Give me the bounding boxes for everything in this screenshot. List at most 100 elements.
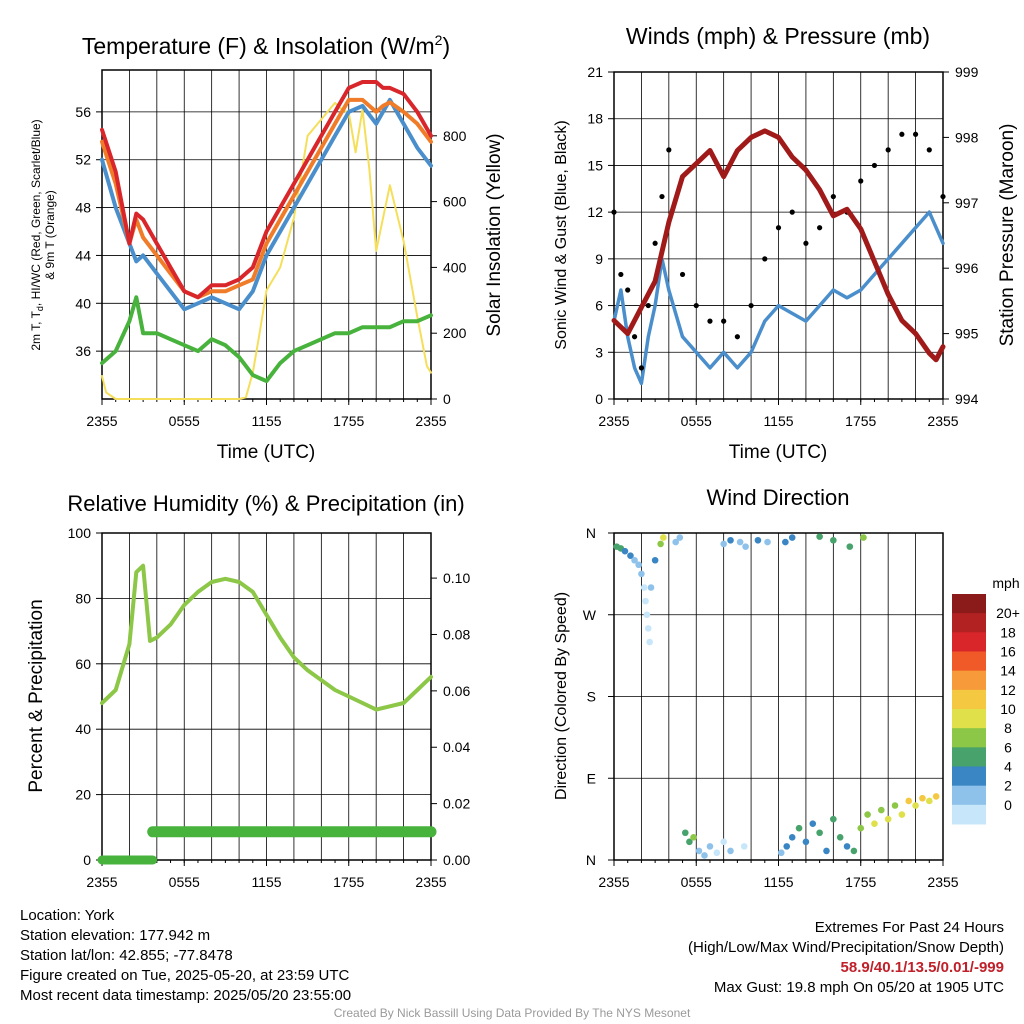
humidity-ytick-label: 60 (75, 656, 91, 672)
humidity-xtick-label: 1755 (333, 874, 364, 890)
precip-ytick-label: 0.10 (443, 570, 470, 586)
precip-ytick-label: 0.04 (443, 739, 470, 755)
temperature-series-hiwc (100, 97, 433, 312)
wind-direction-point (850, 847, 858, 855)
wind-direction-point (932, 793, 940, 800)
gust-point (611, 209, 617, 215)
wind-direction-point (644, 625, 652, 632)
legend-swatch (952, 670, 986, 691)
gust-point (830, 193, 836, 200)
temperature-panel-title: Temperature (F) & Insolation (W/m2) (82, 32, 450, 59)
winds-ytick-label: 3 (595, 344, 603, 360)
wind-direction-point (720, 838, 727, 846)
winds-ytick-label: 18 (587, 111, 603, 127)
humidity-panel-title: Relative Humidity (%) & Precipitation (i… (67, 491, 464, 516)
wind-direction-point (727, 536, 734, 544)
wind-direction-point (651, 556, 659, 564)
wind-direction-point (836, 833, 844, 841)
wind-direction-point (706, 843, 714, 850)
gust-point (885, 147, 891, 153)
wind-direction-point (736, 538, 744, 546)
temperature-ytick-label: 48 (75, 200, 91, 216)
pressure-ytick-label: 994 (955, 391, 979, 407)
gust-point (803, 240, 809, 246)
wind-direction-point (647, 584, 655, 591)
gust-point (618, 271, 624, 278)
legend-label: 20+ (996, 605, 1020, 621)
wind-direction-point (631, 556, 638, 564)
legend-swatch (952, 728, 986, 748)
gust-point (721, 318, 727, 324)
gust-point (679, 271, 686, 278)
wind-direction-point (802, 838, 810, 846)
wind-direction-point (754, 536, 762, 544)
relative-humidity-line (100, 563, 433, 712)
wind-direction-point (878, 806, 885, 814)
temperature-series-td (100, 295, 433, 384)
wind-direction-ytick-label: N (586, 525, 596, 541)
insolation-ytick-label: 0 (443, 391, 451, 407)
winds-ytick-label: 6 (595, 298, 603, 314)
wind-direction-point (830, 536, 837, 544)
gust-point (762, 256, 768, 262)
wind-direction-point (891, 802, 899, 809)
legend-swatch (952, 785, 986, 806)
wind-direction-point (925, 797, 933, 805)
temperature-ytick-label: 36 (75, 343, 91, 359)
humidity-ytick-label: 40 (75, 721, 91, 737)
extremes-values: 58.9/40.1/13.5/0.01/-999 (840, 959, 1004, 976)
pressure-ytick-label: 998 (955, 129, 979, 145)
gust-point (817, 225, 823, 231)
recent-data-timestamp: Most recent data timestamp: 2025/05/20 2… (20, 987, 352, 1004)
temperature-y-axis-label-line2: & 9m T (Orange) (43, 190, 57, 280)
gust-point (638, 365, 645, 371)
legend-label: 0 (1004, 797, 1012, 813)
wind-direction-point (621, 547, 629, 555)
wind-direction-point (764, 538, 771, 546)
extremes-title: Extremes For Past 24 Hours (814, 919, 1004, 936)
gust-point (748, 302, 754, 309)
gust-point (926, 147, 932, 153)
pressure-ytick-label: 999 (955, 64, 979, 80)
temperature-ytick-label: 52 (75, 152, 91, 168)
temperature-series-t2m (100, 80, 433, 300)
pressure-y-axis-label: Station Pressure (Maroon) (997, 124, 1018, 347)
legend-label: 4 (1004, 759, 1012, 775)
legend-label: 14 (1000, 663, 1016, 679)
humidity-panel: Relative Humidity (%) & Precipitation (i… (26, 491, 470, 890)
temperature-x-axis-label: Time (UTC) (217, 442, 316, 463)
wind-direction-ytick-label: N (586, 852, 596, 868)
humidity-xtick-label: 2355 (415, 874, 446, 890)
wind-direction-point (681, 829, 689, 837)
legend-swatch (952, 651, 986, 672)
temperature-xtick-label: 0555 (169, 413, 200, 429)
gust-point (940, 193, 946, 200)
gust-point (912, 131, 919, 137)
extremes-box: Extremes For Past 24 Hours (High/Low/Max… (688, 918, 1004, 998)
wind-direction-point (816, 533, 823, 540)
legend-label: 8 (1004, 720, 1012, 736)
station-pressure-line (611, 128, 946, 363)
gust-point (789, 209, 795, 215)
precip-ytick-label: 0.00 (443, 852, 470, 868)
wind-direction-ytick-label: W (583, 607, 597, 623)
wind-direction-point (857, 824, 865, 832)
wind-direction-point (919, 794, 926, 802)
temperature-xtick-label: 1755 (333, 413, 364, 429)
pressure-ytick-label: 995 (955, 326, 979, 342)
winds-xtick-label: 2355 (598, 413, 629, 429)
wind-direction-point (898, 811, 906, 818)
wind-direction-point (830, 815, 837, 823)
wind-direction-point (884, 815, 892, 823)
wind-direction-point (905, 797, 913, 805)
gust-point (734, 334, 740, 340)
legend-label: 18 (1000, 624, 1016, 640)
wind-direction-point (816, 829, 823, 837)
legend-label: 10 (1000, 701, 1016, 717)
gust-point (652, 240, 658, 246)
wind-direction-point (672, 538, 679, 546)
pressure-ytick-label: 996 (955, 260, 979, 276)
wind-direction-point (809, 820, 817, 827)
winds-y-axis-label: Sonic Wind & Gust (Blue, Black) (553, 120, 570, 349)
humidity-ytick-label: 20 (75, 787, 91, 803)
